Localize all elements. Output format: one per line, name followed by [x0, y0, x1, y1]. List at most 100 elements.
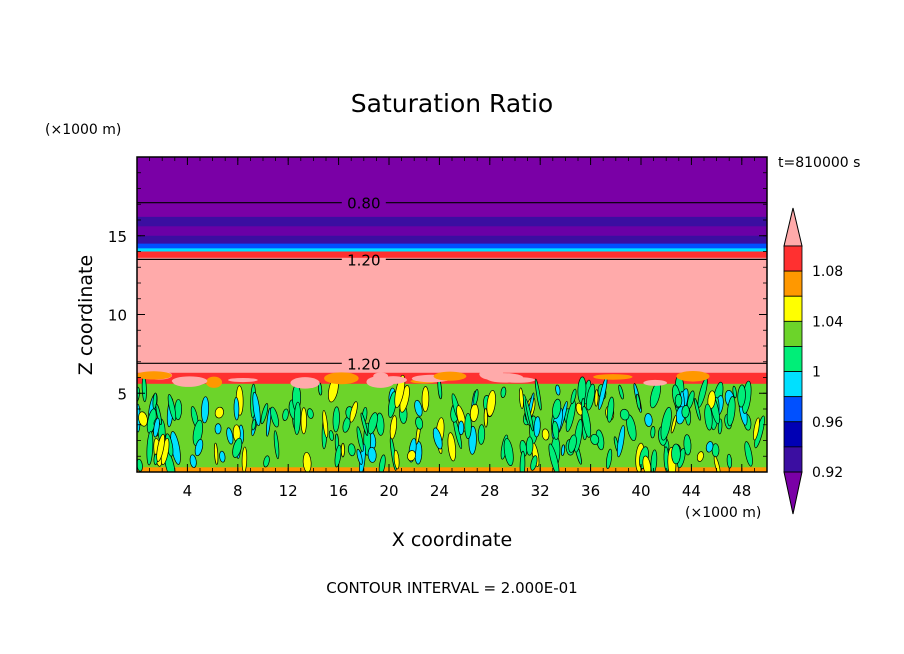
x-tick-label: 28 — [480, 482, 499, 500]
turbulence-blob — [322, 409, 329, 438]
turbulence-blob — [753, 417, 760, 441]
colorbar-swatch — [783, 421, 803, 448]
x-tick-label: 4 — [183, 482, 193, 500]
turbulence-blob — [293, 401, 301, 435]
turbulence-blob — [464, 412, 472, 440]
turbulence-blob — [525, 436, 534, 456]
turbulence-blob — [155, 403, 162, 426]
turbulence-blob — [201, 396, 209, 424]
turbulence-blob — [226, 427, 234, 445]
turbulence-blob — [705, 441, 714, 453]
turbulence-blob — [606, 448, 613, 470]
turbulence-blob — [214, 423, 222, 435]
capping-patch — [643, 379, 668, 386]
y-tick-label: 10 — [108, 307, 127, 325]
turbulence-blob — [713, 455, 721, 472]
turbulence-blob — [619, 408, 630, 421]
colorbar-top-arrow — [783, 207, 803, 247]
layer-band-1 — [137, 216, 767, 227]
turbulence-blob — [674, 393, 683, 408]
turbulence-blob — [270, 406, 279, 428]
turbulence-blob — [273, 430, 280, 460]
capping-patch — [593, 374, 633, 380]
turbulence-blob — [167, 394, 177, 421]
capping-patch — [366, 376, 395, 388]
colorbar-label: 1 — [812, 365, 821, 381]
turbulence-blob — [660, 406, 672, 441]
colorbar-swatch — [783, 446, 803, 473]
x-unit-label: (×1000 m) — [685, 505, 761, 521]
contour-label: 0.80 — [347, 195, 380, 213]
turbulence-blob — [263, 455, 270, 468]
turbulence-blob — [213, 442, 219, 465]
y-axis-ticks: 5 10 15 — [108, 172, 767, 457]
turbulence-blob — [340, 442, 345, 458]
x-tick-label: 48 — [732, 482, 751, 500]
contour-lines: 0.80 1.20 1.20 — [137, 195, 767, 373]
x-tick-label: 40 — [631, 482, 650, 500]
colorbar-label: 1.04 — [812, 314, 843, 330]
colorbar-swatch — [783, 270, 803, 297]
colorbar-label: 0.96 — [812, 415, 843, 431]
turbulence-blob — [251, 419, 257, 431]
turbulence-blob — [503, 438, 514, 466]
chart-title: Saturation Ratio — [351, 89, 553, 118]
turbulence-blob — [232, 437, 243, 458]
capping-patch — [290, 377, 320, 389]
turbulence-blob — [744, 441, 753, 467]
turbulence-blob — [568, 434, 577, 453]
turbulence-blob — [618, 384, 624, 400]
turbulence-blob — [367, 446, 377, 463]
turbulence-blob — [530, 455, 538, 471]
colorbar-label: 0.92 — [812, 465, 843, 481]
turbulence-blob — [694, 398, 701, 421]
turbulence-blob — [300, 407, 307, 435]
turbulence-blob — [681, 405, 690, 419]
colorbar-swatch — [783, 320, 803, 347]
colorbar: 1.08 1.04 1 0.96 0.92 — [783, 207, 843, 515]
capping-patch — [324, 372, 359, 385]
turbulence-blob — [642, 455, 652, 472]
turbulence-blob — [683, 434, 692, 456]
turbulence-blob — [555, 384, 561, 396]
y-tick-label: 15 — [108, 228, 127, 246]
turbulence-blob — [737, 384, 746, 408]
x-axis-label: X coordinate — [392, 529, 512, 551]
turbulence-blob — [477, 424, 486, 445]
turbulence-blob — [432, 427, 443, 450]
turbulence-blob — [214, 406, 224, 419]
turbulence-blob — [704, 403, 713, 431]
capping-patch — [206, 376, 223, 388]
turbulence-blob — [548, 443, 560, 472]
x-tick-label: 20 — [379, 482, 398, 500]
turbulence-blob — [252, 391, 261, 427]
x-tick-label: 24 — [430, 482, 449, 500]
turbulence-blob — [525, 398, 534, 432]
turbulence-blob — [590, 433, 600, 445]
colorbar-label: 1.08 — [812, 264, 843, 280]
turbulence-blob — [671, 443, 681, 465]
colorbar-swatch — [783, 295, 803, 322]
colorbar-bottom-arrow — [783, 471, 803, 515]
turbulence-blob — [533, 416, 541, 438]
y-tick-label: 5 — [117, 385, 127, 403]
colorbar-swatch — [783, 245, 803, 272]
turbulence-blob — [332, 406, 340, 433]
turbulence-blob — [194, 439, 204, 457]
contour-label: 1.20 — [347, 251, 380, 269]
turbulence-blob — [394, 374, 406, 408]
capping-patch — [676, 371, 710, 382]
y-unit-label: (×1000 m) — [45, 122, 121, 138]
turbulence-blob — [328, 430, 334, 441]
turbulence-blob — [421, 386, 430, 413]
x-tick-label: 44 — [682, 482, 701, 500]
layer-band-7 — [137, 257, 767, 374]
turbulence-blob — [415, 416, 424, 430]
capping-patch — [486, 373, 524, 383]
turbulence-blob — [635, 393, 641, 410]
turbulence-blob — [146, 431, 154, 466]
layer-band-2 — [137, 226, 767, 237]
x-axis-ticks: 4 8 12 16 20 24 28 32 36 40 44 48 — [149, 157, 755, 500]
turbulence-blob — [606, 396, 615, 423]
